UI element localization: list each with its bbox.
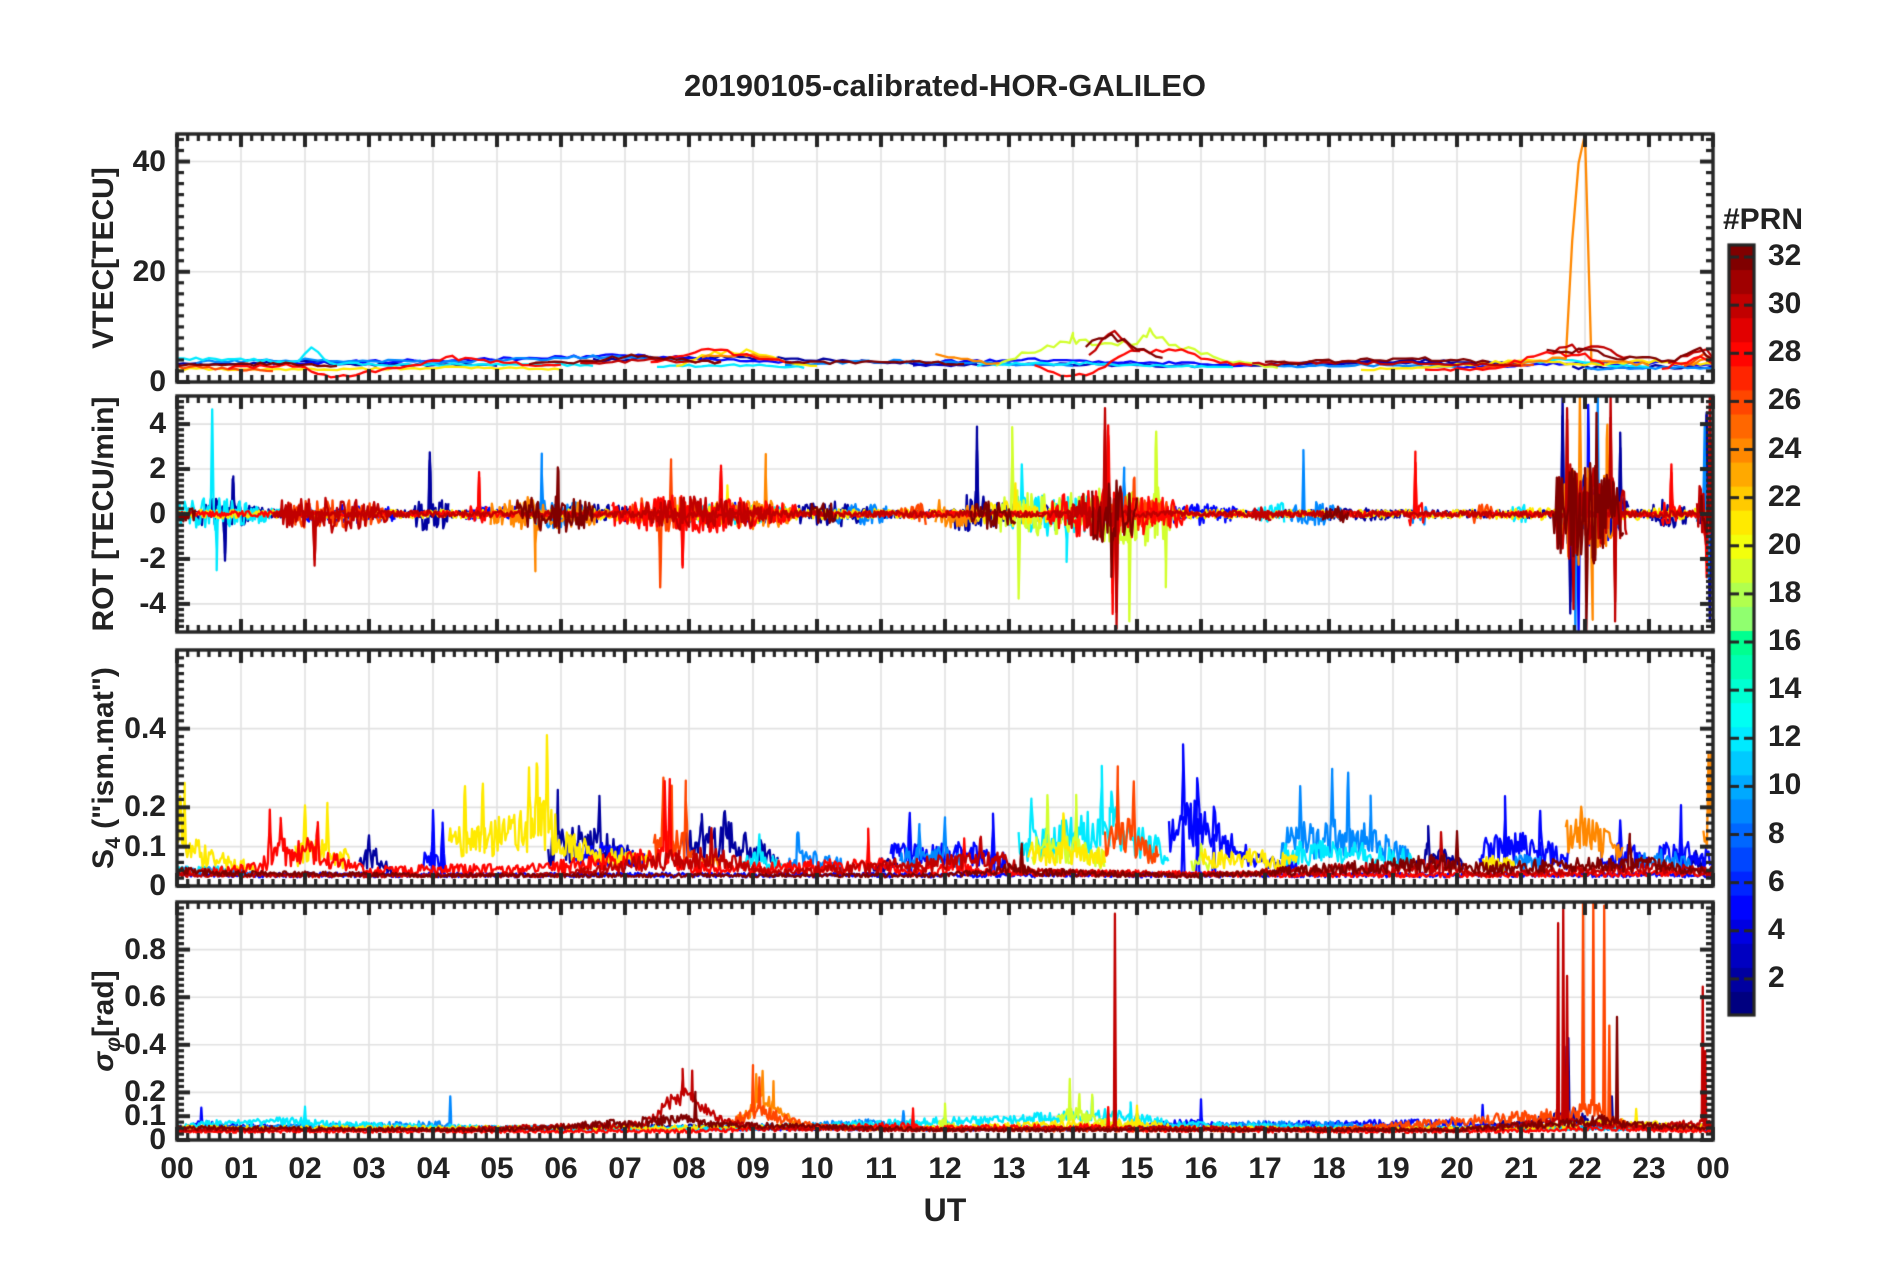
y-tick-label: 0.2 <box>124 790 166 824</box>
x-tick-label: 22 <box>1568 1152 1602 1185</box>
colorbar-title: #PRN <box>1722 203 1804 236</box>
colorbar-tick-label: 28 <box>1768 335 1802 369</box>
x-tick-label: 18 <box>1312 1152 1346 1185</box>
x-tick-label: 01 <box>224 1152 258 1185</box>
x-tick-label: 12 <box>928 1152 962 1185</box>
x-tick-label: 15 <box>1120 1152 1154 1185</box>
chart-title: 20190105-calibrated-HOR-GALILEO <box>683 68 1206 103</box>
colorbar-tick-label: 32 <box>1768 239 1802 273</box>
y-tick-label: 0.4 <box>124 711 166 745</box>
x-tick-label: 23 <box>1632 1152 1666 1185</box>
y-tick-label: 0.6 <box>124 980 166 1014</box>
x-tick-label: 05 <box>480 1152 514 1185</box>
x-tick-label: 02 <box>288 1152 322 1185</box>
x-tick-label: 16 <box>1184 1152 1218 1185</box>
x-tick-label: 13 <box>992 1152 1026 1185</box>
colorbar-tick-label: 20 <box>1768 527 1802 561</box>
y-tick-label: 40 <box>132 144 166 178</box>
y-tick-label: 0.1 <box>124 1099 166 1133</box>
y-tick-label: 0 <box>149 869 166 902</box>
colorbar-tick-label: 24 <box>1768 431 1802 465</box>
y-tick-label: 0.8 <box>124 932 166 966</box>
y-tick-label: 0 <box>149 1123 166 1156</box>
colorbar-tick-label: 16 <box>1768 624 1802 658</box>
x-tick-label: 17 <box>1248 1152 1282 1185</box>
x-tick-label: 21 <box>1504 1152 1538 1185</box>
x-tick-label: 03 <box>352 1152 386 1185</box>
x-tick-label: 14 <box>1056 1152 1090 1185</box>
x-tick-label: 07 <box>608 1152 642 1185</box>
x-tick-label: 08 <box>672 1152 706 1185</box>
y-tick-label: 0.4 <box>124 1027 166 1061</box>
y-tick-label: 0.2 <box>124 1075 166 1109</box>
x-tick-label: 11 <box>865 1152 897 1185</box>
x-tick-label: 00 <box>1696 1152 1730 1185</box>
x-tick-label: 06 <box>544 1152 578 1185</box>
y-tick-label: 0 <box>149 365 166 398</box>
y-tick-label: 4 <box>149 407 166 441</box>
colorbar-tick-label: 30 <box>1768 287 1802 321</box>
x-tick-label: 20 <box>1440 1152 1474 1185</box>
y-tick-label: 0.1 <box>124 829 166 863</box>
colorbar-tick-label: 14 <box>1768 672 1802 706</box>
x-tick-label: 19 <box>1376 1152 1410 1185</box>
colorbar-tick-label: 10 <box>1768 768 1802 802</box>
colorbar-tick-label: 8 <box>1768 816 1785 850</box>
y-tick-label: 20 <box>132 254 166 288</box>
x-tick-label: 10 <box>800 1152 834 1185</box>
colorbar-tick-label: 12 <box>1768 720 1802 754</box>
colorbar-tick-label: 4 <box>1768 912 1785 946</box>
y-tick-label: 2 <box>149 452 166 486</box>
x-axis-label: UT <box>923 1192 967 1228</box>
y-tick-label: -4 <box>139 586 166 620</box>
colorbar-tick-label: 6 <box>1768 864 1785 898</box>
x-tick-label: 09 <box>736 1152 770 1185</box>
colorbar-tick-label: 18 <box>1768 575 1802 609</box>
x-tick-label: 04 <box>416 1152 450 1185</box>
y-tick-label: 0 <box>149 497 166 530</box>
colorbar-tick-label: 22 <box>1768 479 1802 513</box>
y-tick-label: -2 <box>139 541 166 575</box>
x-tick-label: 00 <box>160 1152 194 1185</box>
colorbar-tick-label: 2 <box>1768 960 1785 994</box>
colorbar-tick-label: 26 <box>1768 383 1802 417</box>
